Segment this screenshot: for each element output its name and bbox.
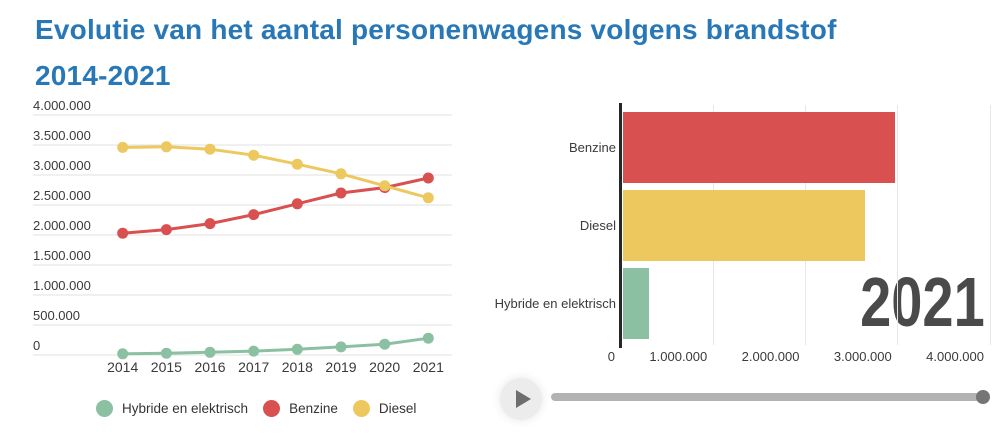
page-title: Evolutie van het aantal personenwagens v… — [35, 14, 837, 45]
bar-benzine[interactable] — [623, 112, 896, 183]
line-point-hybride-en-elektrisch[interactable] — [248, 345, 260, 357]
line-point-diesel[interactable] — [248, 149, 260, 161]
line-point-diesel[interactable] — [335, 168, 347, 180]
line-point-benzine[interactable] — [160, 224, 172, 236]
legend-item-diesel[interactable]: Diesel — [352, 400, 417, 417]
x-axis-label: 2018 — [282, 359, 313, 375]
x-axis-label: 2021 — [413, 359, 444, 375]
x-axis-label: 2019 — [325, 359, 356, 375]
y-axis-label: 1.000.000 — [33, 278, 91, 293]
y-axis-label: 0 — [33, 338, 40, 353]
line-point-hybride-en-elektrisch[interactable] — [160, 347, 172, 359]
legend-label: Diesel — [378, 401, 417, 416]
line-point-diesel[interactable] — [160, 141, 172, 153]
bar-grid-line — [897, 105, 899, 345]
legend-dot-icon — [96, 400, 113, 417]
y-axis-label: 2.500.000 — [33, 188, 91, 203]
legend: Hybride en elektrisch Benzine Diesel — [96, 400, 416, 417]
line-chart: 0 500.000 1.000.000 1.500.000 2.000.000 2.500… — [33, 100, 452, 375]
bar-x-axis-label: 4.000.000 — [926, 349, 984, 364]
bar-grid-line — [989, 105, 991, 345]
bar-diesel[interactable] — [623, 190, 865, 261]
page-title-years: 2014-2021 — [35, 60, 171, 91]
line-point-hybride-en-elektrisch[interactable] — [422, 332, 434, 344]
line-point-hybride-en-elektrisch[interactable] — [117, 348, 129, 360]
legend-label: Hybride en elektrisch — [122, 401, 249, 416]
timeline-slider-handle[interactable] — [975, 390, 990, 404]
x-axis-label: 2015 — [151, 359, 182, 375]
year-label: 2021 — [860, 263, 985, 341]
timeline-slider-track[interactable] — [551, 393, 987, 401]
bar-category-label: Hybride en elektrisch — [494, 295, 616, 311]
bar-x-axis-label: 3.000.000 — [833, 349, 892, 364]
line-point-benzine[interactable] — [248, 209, 260, 221]
x-axis-label: 2016 — [194, 359, 225, 375]
line-point-benzine[interactable] — [204, 218, 216, 230]
bar-x-axis-label: 2.000.000 — [741, 349, 800, 364]
line-point-benzine[interactable] — [422, 172, 434, 184]
line-point-benzine[interactable] — [117, 227, 129, 239]
line-point-hybride-en-elektrisch[interactable] — [379, 338, 391, 350]
line-point-benzine[interactable] — [335, 187, 347, 199]
line-point-diesel[interactable] — [204, 143, 216, 155]
legend-dot-icon — [263, 400, 281, 417]
x-axis-label: 2017 — [238, 359, 269, 375]
line-point-hybride-en-elektrisch[interactable] — [335, 341, 347, 353]
bar-x-axis-label: 0 — [607, 349, 615, 364]
y-axis-label: 1.500.000 — [33, 248, 91, 263]
line-point-benzine[interactable] — [291, 198, 303, 210]
legend-item-hybride-en-elektrisch[interactable]: Hybride en elektrisch — [96, 400, 248, 417]
line-point-hybride-en-elektrisch[interactable] — [291, 343, 303, 355]
bar-hybride-en-elektrisch[interactable] — [623, 268, 649, 339]
x-axis-label: 2020 — [369, 359, 400, 375]
bar-axis-line — [619, 103, 622, 348]
x-axis-label: 2014 — [107, 359, 138, 375]
legend-dot-icon — [352, 400, 370, 417]
bar-x-axis-label: 1.000.000 — [649, 349, 708, 364]
legend-item-benzine[interactable]: Benzine — [263, 400, 338, 417]
line-series-benzine — [122, 176, 429, 235]
line-point-hybride-en-elektrisch[interactable] — [204, 346, 216, 358]
play-button[interactable] — [500, 378, 542, 420]
y-axis-label: 3.500.000 — [33, 128, 91, 143]
y-axis-label: 500.000 — [33, 308, 80, 323]
line-series-hybride-en-elektrisch — [122, 336, 429, 356]
line-point-diesel[interactable] — [117, 141, 129, 153]
line-point-diesel[interactable] — [291, 158, 303, 170]
line-series-diesel — [122, 145, 429, 200]
y-axis-label: 3.000.000 — [33, 158, 91, 173]
play-icon — [516, 390, 531, 408]
legend-label: Benzine — [289, 401, 338, 416]
bar-category-label: Diesel — [579, 217, 616, 233]
line-point-diesel[interactable] — [379, 180, 391, 192]
line-point-diesel[interactable] — [422, 192, 434, 204]
y-axis-label: 2.000.000 — [33, 218, 91, 233]
y-axis-label: 4.000.000 — [33, 100, 91, 113]
bar-category-label: Benzine — [569, 139, 616, 155]
